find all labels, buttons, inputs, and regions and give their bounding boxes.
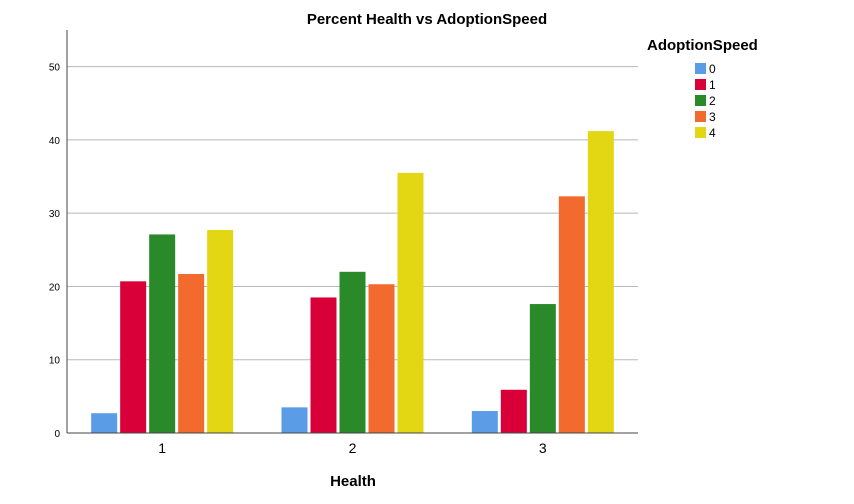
bar-health-3-speed-1: [500, 389, 527, 433]
bar-health-3-speed-0: [471, 411, 498, 433]
bar-health-2-speed-4: [397, 172, 424, 433]
x-tick-label: 1: [158, 440, 166, 456]
chart-title: Percent Health vs AdoptionSpeed: [307, 11, 547, 28]
y-tick-label: 40: [49, 136, 61, 147]
legend-label-4: 4: [709, 126, 716, 140]
bar-health-2-speed-2: [339, 271, 366, 433]
y-tick-label: 0: [54, 429, 60, 440]
legend-swatch-1: [695, 79, 706, 90]
legend-title: AdoptionSpeed: [647, 37, 758, 54]
x-tick-label: 2: [349, 440, 357, 456]
bar-health-2-speed-0: [281, 407, 308, 433]
axes: [66, 30, 638, 434]
legend-swatch-2: [695, 95, 706, 106]
bar-health-1-speed-4: [207, 230, 234, 433]
bar-health-1-speed-2: [149, 234, 176, 433]
bar-health-1-speed-0: [91, 413, 118, 433]
x-axis-label: Health: [330, 473, 376, 490]
bar-health-2-speed-3: [368, 284, 395, 433]
x-tick-label: 3: [539, 440, 547, 456]
bar-health-1-speed-3: [178, 273, 205, 433]
y-tick-label: 50: [49, 63, 61, 74]
legend-label-3: 3: [709, 110, 716, 124]
bar-health-1-speed-1: [120, 281, 147, 433]
y-tick-label: 20: [49, 282, 61, 293]
bar-health-3-speed-3: [558, 196, 585, 433]
bar-health-3-speed-2: [529, 304, 556, 433]
legend-label-1: 1: [709, 78, 716, 92]
legend: AdoptionSpeed 0 1 2 3 4: [647, 37, 758, 140]
legend-swatch-3: [695, 111, 706, 122]
legend-label-2: 2: [709, 94, 716, 108]
legend-label-0: 0: [709, 62, 716, 76]
bar-health-3-speed-4: [587, 131, 614, 433]
y-tick-label: 30: [49, 209, 61, 220]
y-tick-label: 10: [49, 356, 61, 367]
legend-swatch-0: [695, 63, 706, 74]
legend-swatch-4: [695, 127, 706, 138]
x-tick-labels: 1 2 3: [158, 440, 547, 456]
bar-health-2-speed-1: [310, 297, 337, 433]
y-tick-labels: 0 10 20 30 40 50: [49, 63, 61, 440]
bars: [91, 131, 614, 433]
